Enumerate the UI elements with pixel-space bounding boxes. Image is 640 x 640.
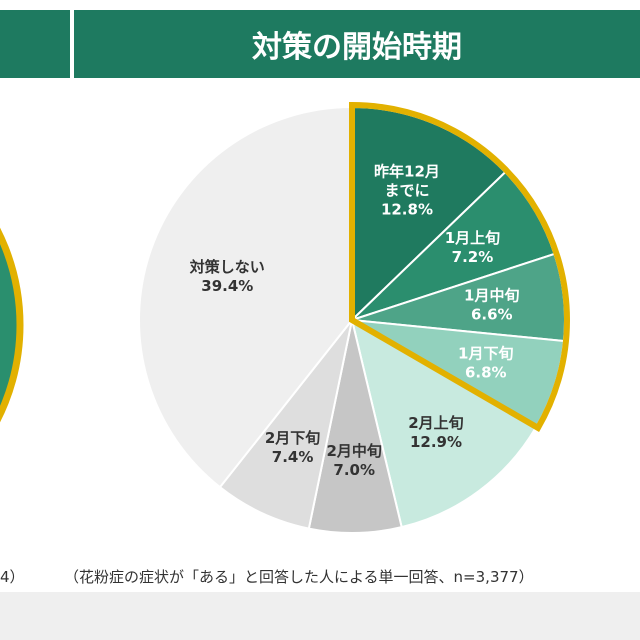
slice-label: 2月上旬 12.9%	[408, 414, 463, 451]
highlight-outline	[349, 101, 570, 432]
slice-label: 昨年12月までに 12.8%	[374, 163, 440, 219]
pie-slice	[138, 105, 353, 489]
note-left: 4）	[0, 568, 25, 586]
slice-label: 1月下旬 6.8%	[458, 345, 513, 382]
chart-title: 対策の開始時期	[252, 30, 462, 65]
pie-slice	[218, 319, 353, 530]
slice-label: 2月中旬 7.0%	[326, 442, 381, 479]
left-partial-pie	[0, 227, 24, 423]
pie-slice	[350, 317, 538, 529]
slice-label: 対策しない 39.4%	[189, 258, 265, 295]
header-left-panel	[0, 10, 70, 78]
slice-label: 1月中旬 6.6%	[464, 286, 519, 323]
footer-bar	[0, 592, 640, 640]
chart-note: （花粉症の症状が「ある」と回答した人による単一回答、n=3,377）	[64, 568, 534, 586]
slice-label: 2月下旬 7.4%	[265, 429, 320, 466]
header-title: 対策の開始時期	[74, 10, 640, 78]
slice-label: 1月上旬 7.2%	[445, 229, 500, 266]
